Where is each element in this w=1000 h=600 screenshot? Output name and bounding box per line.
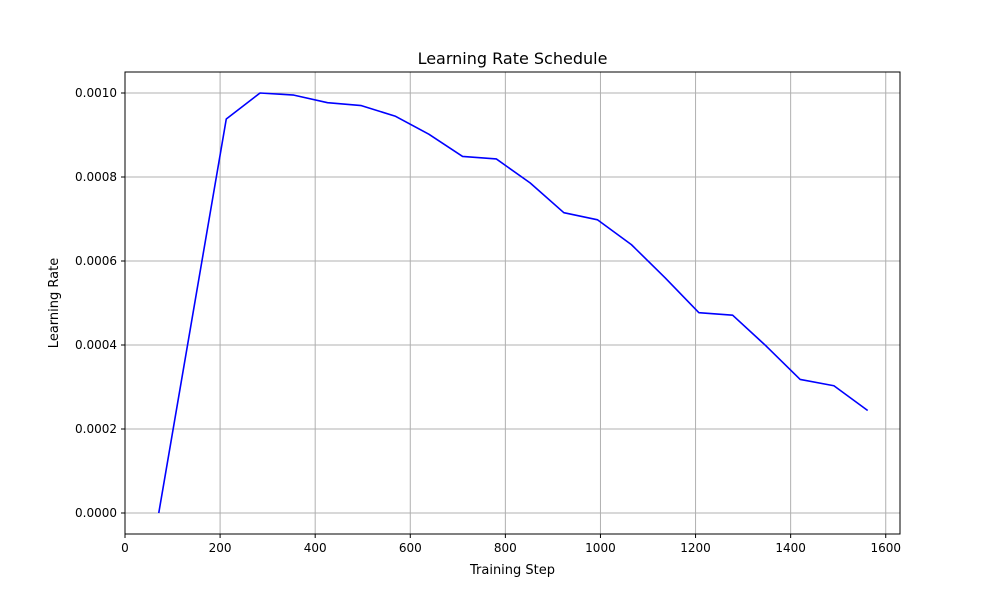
tick-layer: 0 200 400 600 800 1000 1200 1400 1600 0.0000 0.000… bbox=[75, 86, 901, 555]
y-tick-label: 0.0002 bbox=[75, 422, 117, 436]
x-tick-label: 800 bbox=[494, 541, 517, 555]
y-axis-label: Learning Rate bbox=[47, 258, 62, 348]
series-line-0 bbox=[157, 92, 869, 514]
series-layer bbox=[157, 92, 869, 514]
grid-lines bbox=[124, 72, 900, 534]
x-axis-label: Training Step bbox=[469, 563, 555, 578]
chart-title: Learning Rate Schedule bbox=[418, 49, 608, 68]
x-tick-label: 1000 bbox=[585, 541, 616, 555]
y-tick-label: 0.0006 bbox=[75, 254, 117, 268]
x-tick-label: 200 bbox=[209, 541, 232, 555]
y-tick-label: 0.0000 bbox=[75, 506, 117, 520]
x-tick-label: 0 bbox=[121, 541, 129, 555]
x-tick-label: 1600 bbox=[870, 541, 901, 555]
x-tick-label: 1200 bbox=[680, 541, 711, 555]
y-tick-label: 0.0010 bbox=[75, 86, 117, 100]
x-tick-label: 600 bbox=[399, 541, 422, 555]
y-tick-label: 0.0008 bbox=[75, 170, 117, 184]
y-tick-label: 0.0004 bbox=[75, 338, 117, 352]
x-tick-label: 1400 bbox=[775, 541, 806, 555]
plot-frame bbox=[124, 71, 901, 535]
x-tick-label: 400 bbox=[304, 541, 327, 555]
